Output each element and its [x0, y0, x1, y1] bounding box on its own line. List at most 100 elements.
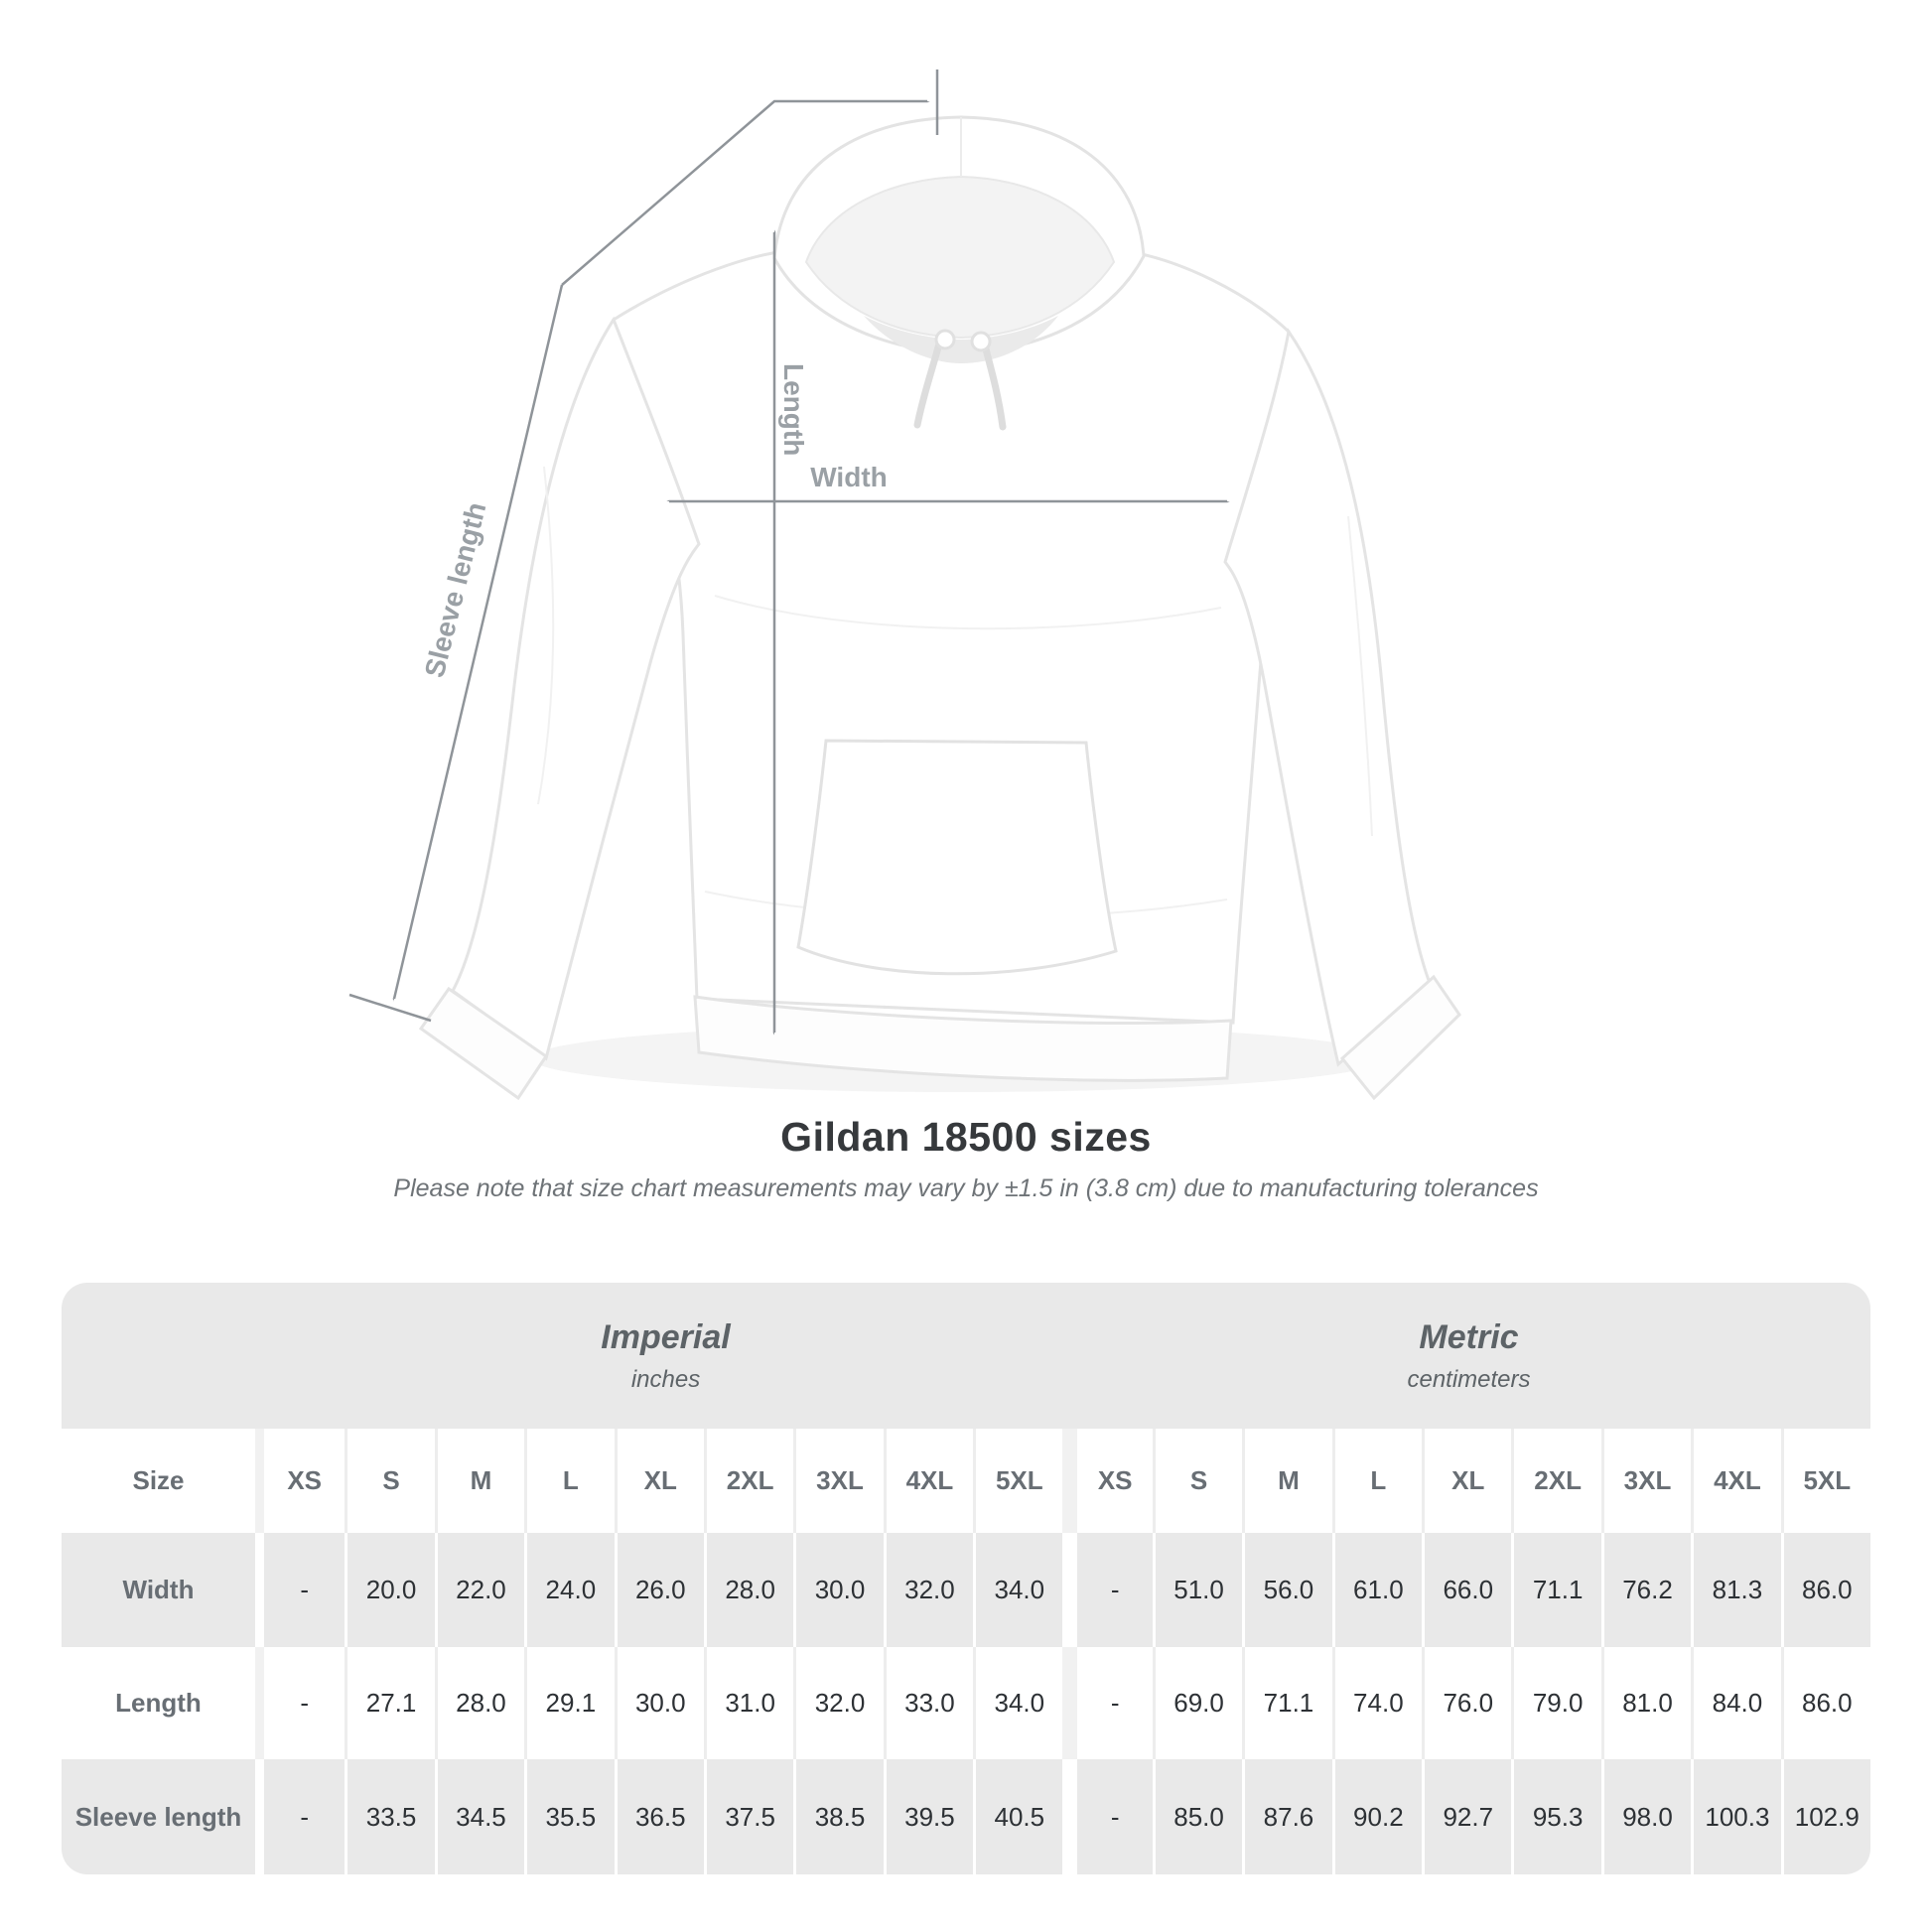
metric-value-cell: 81.0: [1600, 1647, 1692, 1759]
measurement-lines: [348, 69, 1227, 1033]
size-corner-label: Size: [132, 1465, 185, 1495]
length-label: Length: [778, 363, 809, 456]
metric-value-cell: -: [1062, 1533, 1153, 1647]
size-col-header: S: [345, 1429, 434, 1533]
metric-value-cell: 56.0: [1242, 1533, 1332, 1647]
imperial-value-cell: 30.0: [793, 1533, 884, 1647]
row-label: Sleeve length: [62, 1759, 255, 1874]
imperial-unit-label: inches: [630, 1365, 701, 1393]
imperial-value-cell: 28.0: [434, 1647, 525, 1759]
size-col-header: 5XL: [1780, 1429, 1870, 1533]
metric-value-cell: 76.2: [1600, 1533, 1692, 1647]
sleeve-end-tick: [348, 993, 432, 1023]
sleeve-length-label: Sleeve length: [419, 499, 492, 681]
imperial-value-cell: 29.1: [524, 1647, 615, 1759]
imperial-value-cell: 33.5: [345, 1759, 435, 1874]
unit-band: Imperial inches Metric centimeters: [62, 1283, 1870, 1429]
size-col-header: XL: [1422, 1429, 1511, 1533]
row-label: Length: [62, 1647, 255, 1759]
size-col-header: 3XL: [793, 1429, 883, 1533]
hood-opening: [804, 175, 1116, 340]
metric-unit-label: centimeters: [1407, 1365, 1531, 1393]
size-header-row: Size XS S M L XL 2XL 3XL 4XL 5XL XS S M L XL 2XL 3XL 4XL 5…: [62, 1429, 1870, 1533]
size-col-header: XS: [255, 1429, 345, 1533]
imperial-value-cell: 37.5: [703, 1759, 794, 1874]
metric-value-cell: 81.3: [1691, 1533, 1781, 1647]
imperial-value-cell: 34.0: [973, 1533, 1063, 1647]
imperial-value-cell: 30.0: [614, 1647, 704, 1759]
size-table-body: Size XS S M L XL 2XL 3XL 4XL 5XL XS S M L XL 2XL 3XL 4XL 5…: [62, 1429, 1870, 1874]
metric-value-cell: 71.1: [1242, 1647, 1332, 1759]
tolerance-note: Please note that size chart measurements…: [393, 1174, 1539, 1202]
imperial-value-cell: 40.5: [973, 1759, 1063, 1874]
width-label: Width: [810, 462, 888, 492]
imperial-label: Imperial: [601, 1317, 731, 1356]
imperial-value-cell: 22.0: [434, 1533, 525, 1647]
imperial-value-cell: 36.5: [614, 1759, 704, 1874]
imperial-value-cell: 31.0: [703, 1647, 794, 1759]
metric-value-cell: 98.0: [1600, 1759, 1692, 1874]
metric-value-cell: 102.9: [1780, 1759, 1870, 1874]
metric-label: Metric: [1419, 1317, 1519, 1356]
metric-value-cell: 100.3: [1691, 1759, 1781, 1874]
metric-value-cell: 69.0: [1152, 1647, 1243, 1759]
metric-value-cell: 76.0: [1422, 1647, 1512, 1759]
left-sleeve-crease: [537, 466, 555, 805]
metric-value-cell: 84.0: [1691, 1647, 1781, 1759]
drawstrings: [913, 340, 1007, 431]
size-col-header: 5XL: [973, 1429, 1062, 1533]
metric-value-cell: 95.3: [1511, 1759, 1601, 1874]
size-col-header: 3XL: [1600, 1429, 1691, 1533]
heading-block: Gildan 18500 sizes Please note that size…: [0, 1114, 1932, 1203]
left-sleeve: [451, 316, 701, 1061]
imperial-value-cell: 33.0: [883, 1647, 974, 1759]
imperial-value-cell: 34.5: [434, 1759, 525, 1874]
measurement-row: Length -27.1 28.0 29.1 30.0 31.0 32.0 33.0 34.0-…: [62, 1647, 1870, 1759]
page-title: Gildan 18500 sizes: [780, 1114, 1152, 1160]
imperial-value-cell: -: [255, 1533, 345, 1647]
left-cuff: [418, 986, 549, 1101]
right-cuff: [1339, 974, 1461, 1101]
size-col-header: XS: [1062, 1429, 1152, 1533]
imperial-value-cell: 38.5: [793, 1759, 884, 1874]
metric-value-cell: -: [1062, 1647, 1153, 1759]
metric-value-cell: 51.0: [1152, 1533, 1243, 1647]
metric-value-cell: -: [1062, 1759, 1153, 1874]
measurement-row: Width -20.0 22.0 24.0 26.0 28.0 30.0 32.0 34.0-5…: [62, 1533, 1870, 1647]
drawstring-knot: [934, 329, 956, 350]
imperial-value-cell: 20.0: [345, 1533, 435, 1647]
size-col-header: 2XL: [703, 1429, 793, 1533]
size-col-header: 2XL: [1511, 1429, 1600, 1533]
imperial-value-cell: 26.0: [614, 1533, 704, 1647]
measurement-row: Sleeve length -33.5 34.5 35.5 36.5 37.5 38.5 39…: [62, 1759, 1870, 1874]
size-col-header: 4XL: [1691, 1429, 1780, 1533]
unit-group-imperial: Imperial inches: [264, 1320, 1067, 1392]
size-col-header: S: [1152, 1429, 1242, 1533]
imperial-value-cell: 24.0: [524, 1533, 615, 1647]
sleeve-length-line: [394, 284, 564, 999]
right-sleeve: [1223, 328, 1432, 1067]
imperial-value-cell: 35.5: [524, 1759, 615, 1874]
metric-value-cell: 86.0: [1780, 1647, 1870, 1759]
hood-inner-shadow: [864, 316, 1058, 363]
hoodie-measurement-figure: Width Length Sleeve length: [348, 69, 1461, 1101]
right-sleeve-crease: [1347, 515, 1373, 837]
imperial-value-cell: 39.5: [883, 1759, 974, 1874]
metric-value-cell: 71.1: [1511, 1533, 1601, 1647]
kangaroo-pocket: [796, 739, 1118, 976]
imperial-value-cell: 27.1: [345, 1647, 435, 1759]
metric-value-cell: 87.6: [1242, 1759, 1332, 1874]
sleeve-top-leader: [561, 99, 927, 286]
imperial-value-cell: -: [255, 1647, 345, 1759]
imperial-value-cell: -: [255, 1759, 345, 1874]
imperial-value-cell: 34.0: [973, 1647, 1063, 1759]
size-col-header: XL: [614, 1429, 704, 1533]
metric-value-cell: 74.0: [1331, 1647, 1423, 1759]
drawstring-knot: [970, 331, 992, 352]
hem-band: [693, 995, 1233, 1082]
metric-value-cell: 61.0: [1331, 1533, 1423, 1647]
size-col-header: 4XL: [883, 1429, 973, 1533]
metric-value-cell: 86.0: [1780, 1533, 1870, 1647]
unit-group-metric: Metric centimeters: [1067, 1320, 1870, 1392]
size-col-header: M: [1242, 1429, 1331, 1533]
